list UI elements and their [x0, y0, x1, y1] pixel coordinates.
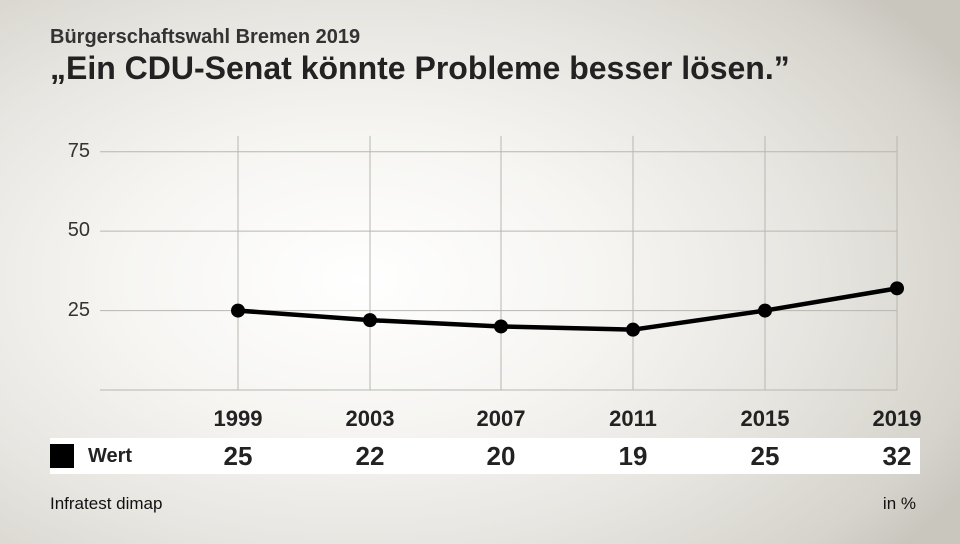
unit-label: in % — [883, 494, 916, 514]
value-cell: 25 — [198, 441, 278, 472]
table-row: Wert 25 22 20 19 25 32 — [50, 438, 920, 474]
legend-swatch — [50, 444, 74, 468]
value-cell: 20 — [461, 441, 541, 472]
value-cell: 32 — [857, 441, 937, 472]
series-name: Wert — [88, 445, 208, 468]
value-cell: 22 — [330, 441, 410, 472]
value-cell: 19 — [593, 441, 673, 472]
source-label: Infratest dimap — [50, 494, 162, 514]
value-cell: 25 — [725, 441, 805, 472]
